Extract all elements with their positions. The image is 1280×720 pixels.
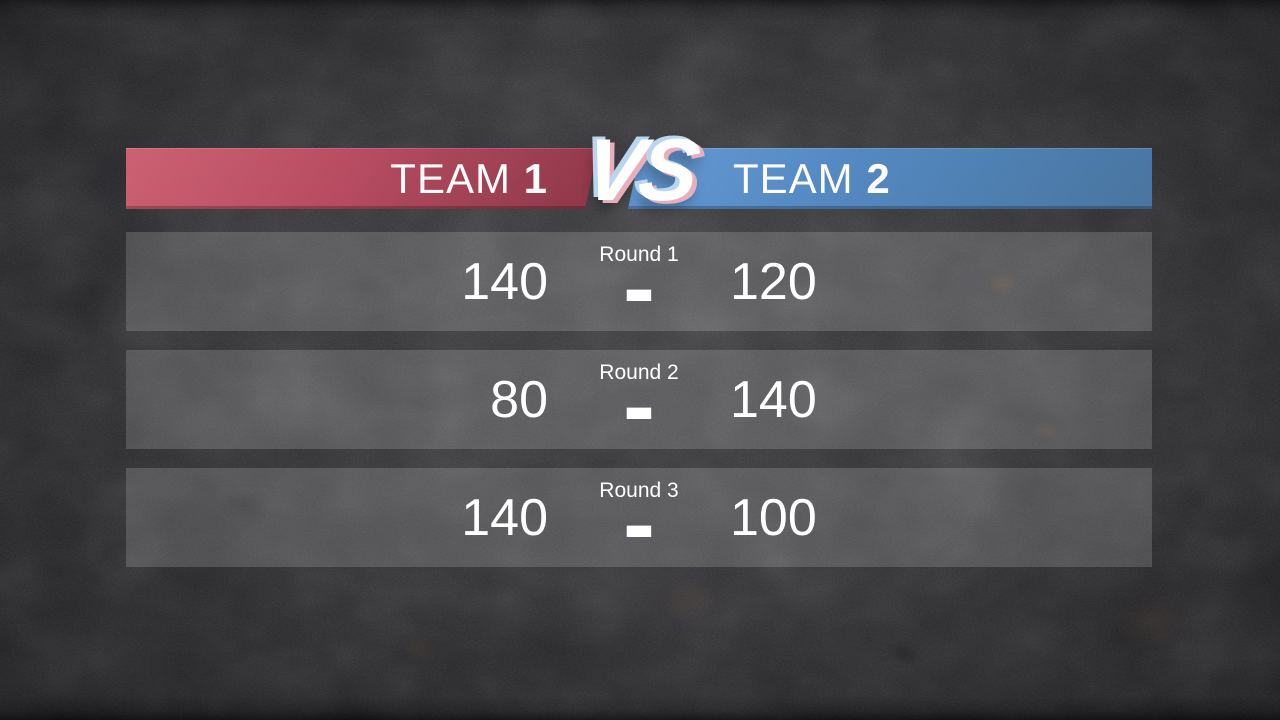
round2-label: Round 2 xyxy=(599,361,679,384)
versus-text: VS xyxy=(578,120,702,219)
round-row-3: 140 Round 3 - 100 xyxy=(126,468,1152,577)
versus-header: TEAM 1 TEAM 2 VS xyxy=(126,120,1152,219)
round2-team1-score: 80 xyxy=(490,370,548,429)
round1-center: Round 1 - xyxy=(548,232,730,341)
team1-name-text: TEAM xyxy=(390,154,511,202)
round1-label: Round 1 xyxy=(599,243,679,266)
team1-name: TEAM 1 xyxy=(390,148,548,209)
round-row-2: 80 Round 2 - 140 xyxy=(126,350,1152,459)
team2-bar xyxy=(628,148,1152,209)
team1-bar xyxy=(126,148,598,209)
round1-team1-score: 140 xyxy=(461,252,548,311)
team2-name-text: TEAM xyxy=(733,154,854,202)
round-row-1: 140 Round 1 - 120 xyxy=(126,232,1152,341)
round3-team2-score: 100 xyxy=(730,488,817,547)
round2-team2-score: 140 xyxy=(730,370,817,429)
team2-number: 2 xyxy=(866,154,891,202)
round2-center: Round 2 - xyxy=(548,350,730,459)
round1-score-separator: - xyxy=(623,234,655,341)
team2-name: TEAM 2 xyxy=(733,148,891,209)
round2-score-separator: - xyxy=(623,352,655,459)
round1-team2-score: 120 xyxy=(730,252,817,311)
round3-center: Round 3 - xyxy=(548,468,730,577)
round3-team1-score: 140 xyxy=(461,488,548,547)
round3-score-separator: - xyxy=(623,470,655,577)
team1-number: 1 xyxy=(523,154,548,202)
round3-label: Round 3 xyxy=(599,479,679,502)
